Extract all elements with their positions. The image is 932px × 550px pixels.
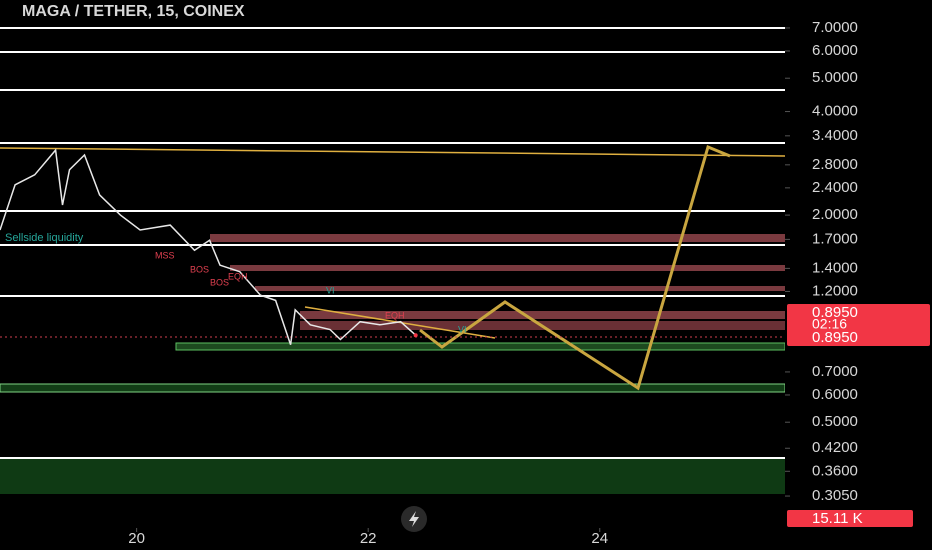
projection-path xyxy=(419,144,731,391)
annotation: Sellside liquidity xyxy=(5,232,84,244)
price-series xyxy=(0,148,417,345)
y-tick-label: 1.2000 xyxy=(812,282,858,299)
price-tag-label: 0.8950 xyxy=(812,304,858,321)
price-tag: 0.8950 02:16 0.8950 xyxy=(787,304,930,346)
last-price-marker xyxy=(413,333,418,338)
zones xyxy=(0,234,786,494)
x-tick-label: 22 xyxy=(360,530,377,547)
countdown: 02:16 xyxy=(812,316,847,332)
y-tick-label: 0.5000 xyxy=(812,413,858,430)
annotation: BOS xyxy=(210,277,229,287)
annotation: EQH xyxy=(385,310,405,320)
demand-zone xyxy=(0,458,785,494)
x-tick-label: 20 xyxy=(128,530,145,547)
y-tick-label: 3.4000 xyxy=(812,127,858,144)
y-tick-label: 2.0000 xyxy=(812,206,858,223)
annotation: MSS xyxy=(155,250,175,260)
levels xyxy=(0,27,785,459)
price-tag-label: 0.8950 xyxy=(812,329,858,346)
replay-icon xyxy=(409,511,419,527)
annotation: BOS xyxy=(190,264,209,274)
y-tick-label: 0.3050 xyxy=(812,487,858,504)
supply-zone xyxy=(210,234,785,242)
y-tick-label: 0.6000 xyxy=(812,386,858,403)
y-tick-label: 0.7000 xyxy=(812,363,858,380)
chart-title: MAGA / TETHER, 15, COINEX xyxy=(22,3,245,20)
annotation: EQH xyxy=(228,271,248,281)
y-tick-label: 2.8000 xyxy=(812,156,858,173)
y-tick-label: 2.4000 xyxy=(812,179,858,196)
volume-tag-box xyxy=(787,510,913,527)
price-tag-box xyxy=(787,304,930,346)
trend-line xyxy=(0,147,786,157)
y-tick-label: 0.3600 xyxy=(812,462,858,479)
demand-zone xyxy=(175,342,786,351)
y-tick-label: 6.0000 xyxy=(812,42,858,59)
y-tick-label: 1.7000 xyxy=(812,230,858,247)
supply-zone xyxy=(230,265,785,271)
y-tick-label: 4.0000 xyxy=(812,103,858,120)
annotation: VI xyxy=(458,324,467,334)
volume-tag: 15.11 K xyxy=(812,510,863,527)
y-tick-label: 1.4000 xyxy=(812,259,858,276)
y-tick-label: 0.4200 xyxy=(812,439,858,456)
annotation: VI xyxy=(326,285,335,295)
supply-zone xyxy=(300,311,785,319)
y-tick-label: 7.0000 xyxy=(812,19,858,36)
demand-zone xyxy=(0,383,786,393)
y-tick-label: 5.0000 xyxy=(812,69,858,86)
price-axis xyxy=(785,0,932,550)
x-tick-label: 24 xyxy=(591,530,608,547)
supply-zone xyxy=(255,286,785,291)
